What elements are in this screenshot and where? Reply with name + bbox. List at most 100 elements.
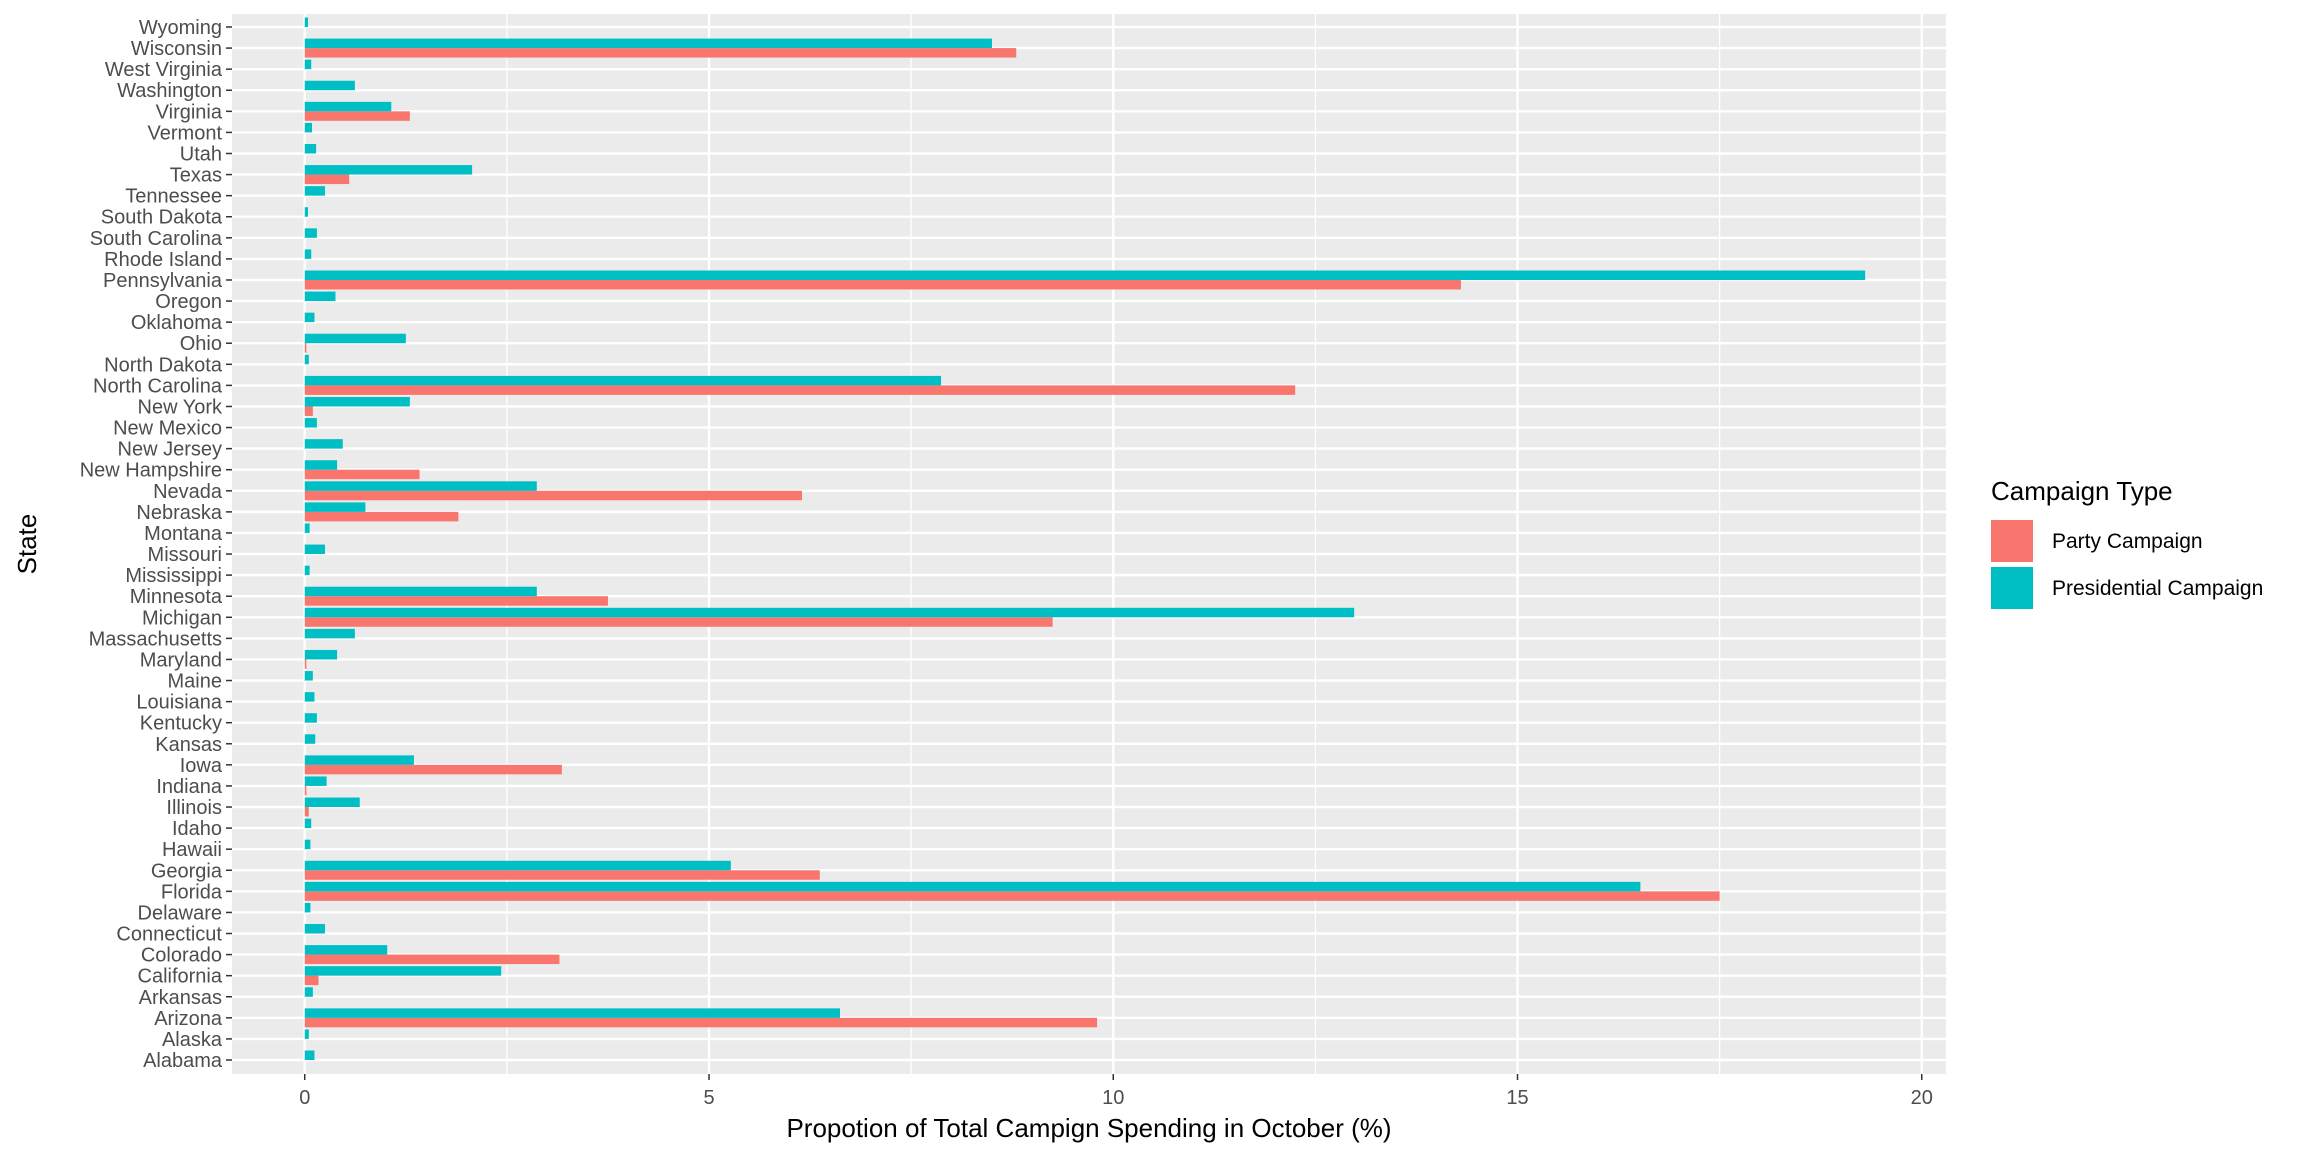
y-axis-ticks: AlabamaAlaskaArizonaArkansasCaliforniaCo…: [80, 17, 232, 1072]
bar-presidential: [304, 396, 410, 407]
y-tick-label: New Mexico: [113, 418, 222, 440]
y-tick-label: South Dakota: [101, 207, 223, 229]
y-tick-label: Mississippi: [125, 565, 222, 587]
x-tick-label: 0: [299, 1087, 310, 1109]
x-axis-ticks: 0 5 10 15 20: [299, 1074, 1933, 1109]
y-tick-label: West Virginia: [105, 59, 223, 81]
y-tick-label: Nevada: [153, 481, 223, 503]
bar-presidential: [304, 207, 308, 217]
bar-presidential: [304, 291, 336, 302]
y-tick-label: New Jersey: [118, 439, 222, 461]
y-tick-label: Wisconsin: [131, 38, 222, 60]
bar-presidential: [304, 755, 414, 765]
y-tick-label: Maryland: [140, 649, 222, 671]
bar-party: [304, 764, 562, 775]
bar-presidential: [304, 80, 355, 91]
x-tick-label: 20: [1911, 1087, 1933, 1109]
y-tick-label: Colorado: [141, 945, 222, 967]
bar-party: [304, 385, 1296, 395]
legend-title: Campaign Type: [1991, 476, 2173, 506]
y-tick-label: Alaska: [162, 1029, 223, 1051]
bar-presidential: [304, 144, 317, 154]
y-tick-label: Idaho: [172, 818, 222, 840]
y-tick-label: Massachusetts: [89, 628, 222, 650]
bar-presidential: [304, 460, 338, 470]
y-tick-label: Washington: [117, 80, 222, 102]
y-tick-label: Wyoming: [139, 17, 222, 39]
y-tick-label: North Carolina: [93, 375, 223, 397]
bar-presidential: [304, 354, 309, 365]
y-tick-label: Maine: [168, 671, 222, 693]
y-tick-label: Missouri: [148, 544, 222, 566]
y-tick-label: Michigan: [142, 607, 222, 629]
y-tick-label: Oklahoma: [131, 312, 223, 334]
y-tick-label: Arkansas: [139, 987, 222, 1009]
y-tick-label: Texas: [170, 165, 222, 187]
bar-party: [304, 279, 1461, 290]
x-tick-label: 15: [1506, 1087, 1528, 1109]
bar-presidential: [304, 165, 473, 175]
bar-party: [304, 406, 313, 416]
y-tick-label: Indiana: [156, 776, 222, 798]
bar-party: [304, 954, 560, 965]
bar-party: [304, 343, 307, 353]
x-axis-title: Propotion of Total Campign Spending in O…: [786, 1113, 1391, 1143]
bar-presidential: [304, 122, 313, 133]
y-tick-label: Kansas: [155, 734, 222, 756]
x-tick-label: 10: [1102, 1087, 1124, 1109]
bar-presidential: [304, 586, 537, 597]
y-tick-label: Georgia: [151, 860, 223, 882]
bar-presidential: [304, 565, 310, 576]
bar-party: [304, 48, 1017, 58]
y-tick-label: Arizona: [154, 1008, 223, 1030]
bar-presidential: [304, 38, 992, 49]
y-tick-label: New York: [138, 396, 223, 418]
bar-presidential: [304, 249, 312, 259]
y-tick-label: Montana: [144, 523, 223, 545]
x-tick-label: 5: [703, 1087, 714, 1109]
bar-presidential: [304, 607, 1355, 618]
bar-party: [304, 596, 608, 606]
legend: Campaign Type Party Campaign Presidentia…: [1991, 476, 2263, 609]
bar-presidential: [304, 987, 313, 997]
bar-party: [304, 870, 820, 880]
y-tick-label: Rhode Island: [104, 249, 222, 271]
y-tick-label: Nebraska: [136, 502, 222, 524]
y-tick-label: North Dakota: [104, 354, 223, 376]
y-tick-label: Vermont: [148, 122, 223, 144]
bar-presidential: [304, 481, 537, 491]
y-tick-label: Pennsylvania: [103, 270, 223, 292]
bar-presidential: [304, 523, 310, 533]
y-tick-label: Louisiana: [136, 692, 223, 714]
bar-presidential: [304, 818, 312, 829]
bar-party: [304, 1017, 1098, 1028]
bar-presidential: [304, 1029, 309, 1039]
bar-party: [304, 111, 410, 121]
panel-background: [232, 14, 1946, 1074]
bar-presidential: [304, 671, 313, 681]
y-tick-label: Minnesota: [130, 586, 223, 608]
bars: [304, 17, 1866, 1060]
bar-presidential: [304, 333, 406, 344]
y-tick-label: South Carolina: [90, 228, 223, 250]
bar-presidential: [304, 1050, 315, 1060]
bar-party: [304, 617, 1053, 627]
bar-party: [304, 659, 307, 669]
y-tick-label: Alabama: [143, 1050, 223, 1072]
bar-presidential: [304, 502, 366, 512]
bar-presidential: [304, 924, 325, 934]
bar-party: [304, 807, 309, 817]
y-tick-label: Florida: [161, 881, 223, 903]
bar-presidential: [304, 797, 360, 808]
bar-party: [304, 975, 319, 986]
bar-presidential: [304, 312, 315, 323]
bar-presidential: [304, 713, 317, 723]
bar-presidential: [304, 270, 1866, 280]
legend-key-presidential: [1991, 567, 2033, 609]
y-tick-label: Utah: [180, 143, 222, 165]
y-tick-label: Delaware: [138, 902, 222, 924]
y-tick-label: California: [138, 966, 223, 988]
bar-party: [304, 511, 459, 522]
y-tick-label: Oregon: [155, 291, 222, 313]
